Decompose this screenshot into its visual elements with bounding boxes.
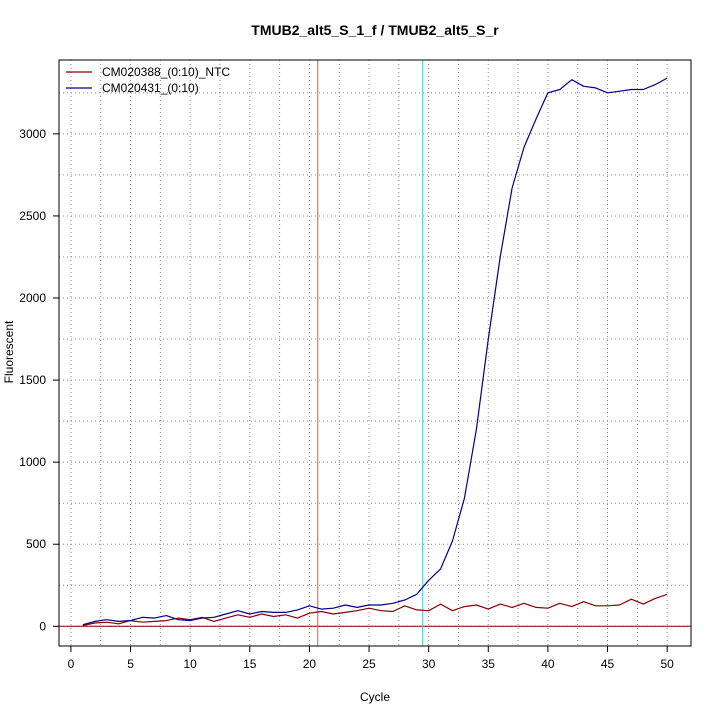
series-line-1 — [82, 593, 668, 627]
x-tick-label: 25 — [362, 657, 376, 671]
legend-label: CM020388_(0:10)_NTC — [102, 65, 230, 79]
grid-lines — [59, 60, 691, 646]
plot-frame — [58, 59, 692, 647]
x-axis-label: Cycle — [360, 690, 390, 704]
y-tick-label: 3000 — [19, 127, 46, 141]
x-tick-label: 30 — [422, 657, 436, 671]
x-tick-label: 0 — [68, 657, 75, 671]
y-tick-label: 0 — [39, 619, 46, 633]
x-tick-label: 50 — [660, 657, 674, 671]
y-tick-label: 1000 — [19, 455, 46, 469]
y-tick-label: 2500 — [19, 209, 46, 223]
x-tick-label: 35 — [482, 657, 496, 671]
x-tick-label: 15 — [243, 657, 257, 671]
chart-title: TMUB2_alt5_S_1_f / TMUB2_alt5_S_r — [251, 22, 499, 38]
x-tick-label: 45 — [601, 657, 615, 671]
threshold-lines — [317, 60, 424, 646]
y-tick-label: 2000 — [19, 291, 46, 305]
y-tick-label: 1500 — [19, 373, 46, 387]
series-lines — [82, 77, 668, 627]
x-tick-label: 10 — [183, 657, 197, 671]
y-tick-label: 500 — [26, 537, 46, 551]
x-tick-label: 5 — [127, 657, 134, 671]
legend: CM020388_(0:10)_NTC CM020431_(0:10) — [66, 65, 230, 95]
legend-label: CM020431_(0:10) — [102, 81, 199, 95]
y-axis: 0 500 1000 1500 2000 2500 3000 — [19, 127, 59, 633]
x-tick-label: 20 — [303, 657, 317, 671]
series-line-2 — [82, 77, 668, 626]
x-axis: 0 5 10 15 20 25 30 35 40 45 50 — [68, 646, 674, 671]
x-tick-label: 40 — [541, 657, 555, 671]
y-axis-label: Fluorescent — [2, 320, 16, 383]
